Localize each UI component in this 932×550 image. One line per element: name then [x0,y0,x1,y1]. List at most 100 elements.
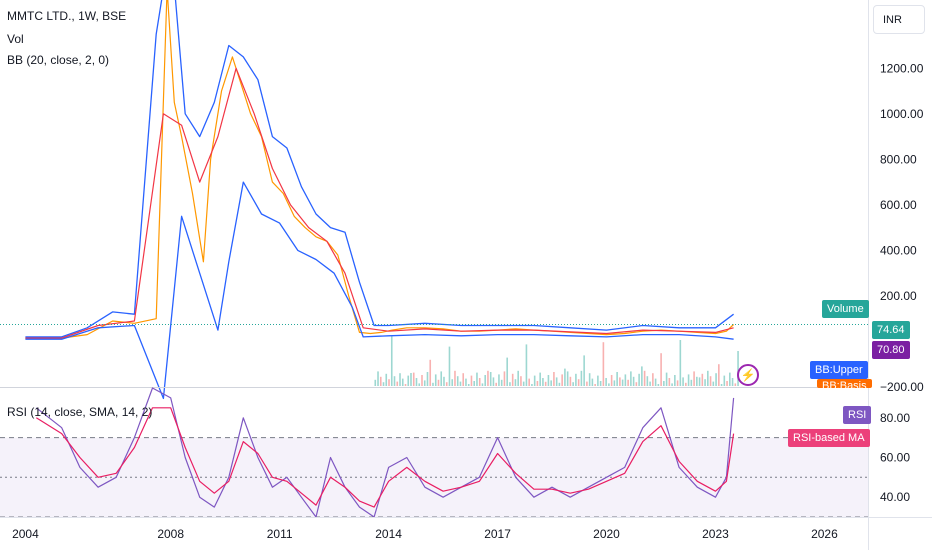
volume-bar [382,382,385,386]
volume-bar [421,375,423,386]
volume-bar [654,378,657,386]
volume-bar [484,375,487,386]
bb-legend[interactable]: BB (20, close, 2, 0) [7,53,110,67]
volume-bar [723,375,726,386]
time-scale[interactable]: 2004 2008 2011 2014 2017 2020 2023 2026 [12,527,838,541]
volume-bar [445,382,448,386]
series-line-rsi-based-ma[interactable] [35,407,735,508]
volume-bar [632,376,635,386]
volume-legend[interactable]: Vol [7,32,24,46]
volume-bar [591,378,594,386]
volume-bar [555,377,558,386]
volume-bar [569,376,572,386]
rsi-legend[interactable]: RSI (14, close, SMA, 14, 2) [7,405,153,419]
volume-bar [679,340,682,386]
volume-bar [423,380,426,386]
price-pane [0,0,868,400]
x-tick-label: 2026 [811,527,838,541]
volume-bar [547,375,550,386]
volume-bar [616,372,618,386]
volume-bar [503,371,506,386]
volume-bar [429,359,432,386]
lightning-icon[interactable]: ⚡ [737,364,759,386]
volume-bar [613,380,616,386]
volume-bar [531,384,533,386]
volume-bar [566,371,569,386]
volume-bar [690,379,693,386]
volume-bar [602,342,605,386]
volume-bar [734,383,737,386]
volume-bar [544,381,547,386]
volume-bar [682,377,684,386]
volume-bar [451,379,454,386]
volume-bar [467,384,470,386]
volume-bar [517,370,519,386]
series-line-bb-lower[interactable] [25,181,734,400]
volume-bar [657,384,660,386]
volume-bar [630,371,632,386]
volume-bar [550,380,552,386]
volume-bar [649,381,651,386]
volume-bar [704,379,706,386]
volume-bar [456,376,459,386]
volume-bar [525,344,528,386]
volume-bar [726,381,728,386]
rsi-pane [0,387,868,518]
volume-bar [536,381,539,386]
y-tick-label: 1200.00 [880,61,924,75]
rsi-band-fill [0,437,868,517]
volume-bar [696,376,698,386]
volume-bar [610,375,613,386]
volume-bar [643,370,646,386]
y-tick-label: 40.00 [880,490,910,504]
volume-bar [509,382,511,386]
volume-bar [575,373,577,386]
y-tick-label: 600.00 [880,198,917,212]
y-tick-label: −200.00 [880,380,924,394]
volume-bar [561,374,563,386]
volume-bar [404,384,407,386]
symbol-legend[interactable]: MMTC LTD., 1W, BSE [7,9,127,23]
series-line-bb-upper[interactable] [25,0,734,338]
series-line-bb-basis[interactable] [25,67,734,339]
volume-bar [418,383,421,386]
y-tick-label: 60.00 [880,450,910,464]
last-price-badge: 74.64 [872,321,910,339]
currency-button[interactable]: INR [873,5,925,34]
volume-bar [448,346,451,386]
volume-bar [665,372,668,386]
volume-bar [627,379,629,386]
rsi-ma-badge: RSI-based MA [788,429,870,447]
volume-bar [470,375,473,386]
rsi-badge: RSI [843,406,872,424]
volume-bar [553,372,555,386]
volume-bar [434,374,437,386]
volume-bar [668,378,671,386]
volume-bar [415,378,418,386]
volume-bar [693,371,695,386]
volume-bar [401,378,404,386]
volume-bar [437,379,440,386]
volume-bar [638,373,640,386]
y-tick-label: 400.00 [880,243,917,257]
volume-badge: Volume [822,300,869,318]
volume-bar [720,384,723,386]
y-tick-label: 800.00 [880,152,917,166]
volume-bar [542,378,544,386]
volume-bar [412,372,415,386]
volume-bar [718,364,720,386]
volume-bar [498,374,500,386]
volume-bar [388,379,390,386]
volume-bar [377,371,379,386]
series-line-price[interactable] [25,0,735,339]
volume-bar [478,378,481,386]
x-tick-label: 2020 [593,527,620,541]
x-tick-label: 2017 [484,527,511,541]
volume-bar [426,372,429,386]
price-scale[interactable]: 1400.001200.001000.00800.00600.00400.002… [880,16,924,504]
volume-bar [652,373,654,386]
volume-bar [687,374,690,386]
volume-bar [393,376,396,386]
volume-bar [564,368,566,386]
